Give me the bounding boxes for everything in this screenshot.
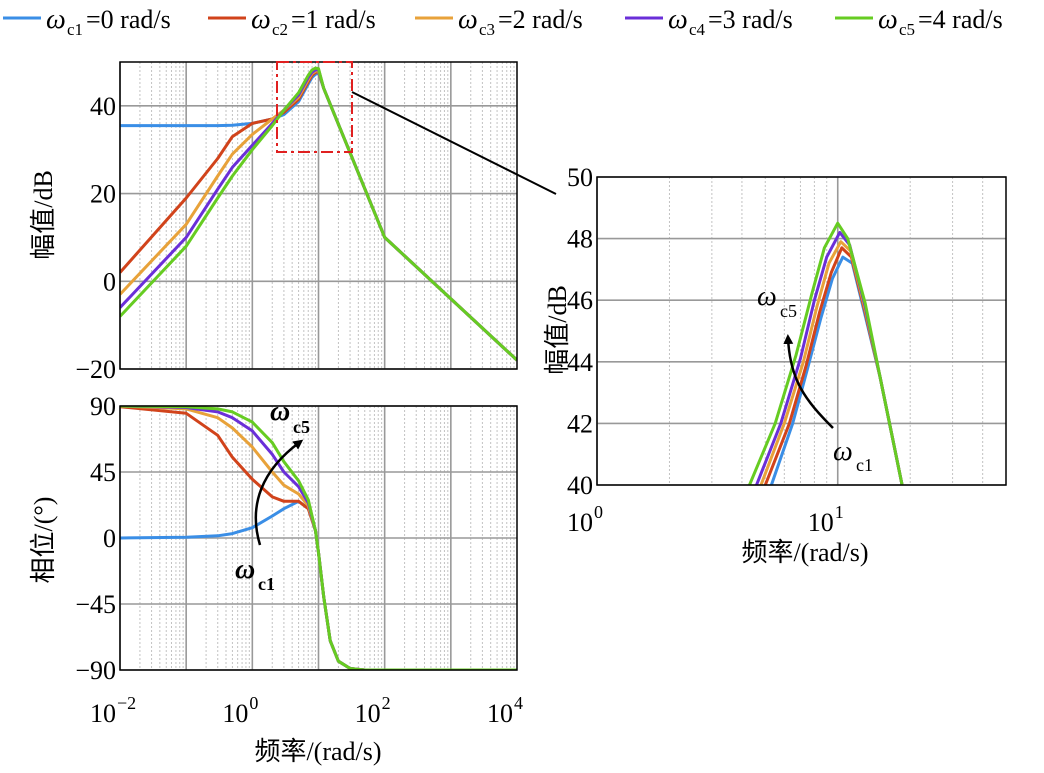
xtick-exponent: 1 xyxy=(835,502,844,522)
svg-text:ω: ω xyxy=(235,554,255,585)
ytick-label: 48 xyxy=(567,225,593,254)
phase-label-wc5: ω c5 xyxy=(270,396,310,437)
ytick-label: 50 xyxy=(567,163,593,192)
phase-series xyxy=(120,406,517,670)
xtick-exponent: 2 xyxy=(382,693,391,713)
xtick-base: 10 xyxy=(355,699,381,728)
ytick-label: −20 xyxy=(75,355,116,384)
legend-symbol: ω xyxy=(251,4,271,35)
legend-symbol: ω xyxy=(668,4,688,35)
xtick-label: 10 1 xyxy=(808,502,844,537)
magnitude-plot: −20 0 20 40 幅值/dB xyxy=(29,61,518,384)
legend-text: =1 rad/s xyxy=(291,5,376,34)
svg-text:ω: ω xyxy=(270,396,290,427)
ytick-label: 90 xyxy=(90,392,116,421)
magnitude-grid xyxy=(119,62,517,370)
magnitude-ylabel: 幅值/dB xyxy=(29,170,58,260)
legend-subscript: c5 xyxy=(899,20,915,39)
ytick-label: 42 xyxy=(567,409,593,438)
phase-ylabel: 相位/(°) xyxy=(29,497,58,584)
xtick-exponent: 0 xyxy=(249,693,258,713)
zoom-axes-frame xyxy=(596,176,1007,486)
phase-arrow xyxy=(254,439,304,546)
legend-item-c5: ω c5 =4 rad/s xyxy=(835,4,1003,39)
xtick-base: 10 xyxy=(567,508,593,537)
ytick-label: 46 xyxy=(567,286,593,315)
ytick-label: 40 xyxy=(90,92,116,121)
legend-text: =3 rad/s xyxy=(708,5,793,34)
zoom-label-wc5: ω c5 xyxy=(757,281,797,321)
xtick-exponent: 0 xyxy=(594,502,603,522)
legend-symbol: ω xyxy=(458,4,478,35)
legend-item-c3: ω c3 =2 rad/s xyxy=(415,4,583,39)
ytick-label: 0 xyxy=(103,524,116,553)
legend: ω c1 =0 rad/s ω c2 =1 rad/s ω c3 =2 rad/s ω c4 =3 r… xyxy=(3,4,1003,39)
svg-text:ω: ω xyxy=(833,436,853,467)
ytick-label: 44 xyxy=(567,348,593,377)
zoom-arrow xyxy=(783,334,834,429)
ytick-label: 45 xyxy=(90,458,116,487)
svg-text:ω: ω xyxy=(757,281,777,312)
ytick-label: 40 xyxy=(567,471,593,500)
phase-label-wc1: ω c1 xyxy=(235,554,275,594)
legend-subscript: c4 xyxy=(689,20,706,39)
legend-subscript: c2 xyxy=(272,20,288,39)
series-line-c5 xyxy=(120,406,517,670)
xtick-label: 10 −2 xyxy=(90,693,136,728)
xtick-base: 10 xyxy=(222,699,248,728)
legend-symbol: ω xyxy=(46,4,66,35)
legend-text: =4 rad/s xyxy=(918,5,1003,34)
xtick-label: 10 4 xyxy=(487,693,523,728)
xtick-exponent: −2 xyxy=(117,693,136,713)
legend-symbol: ω xyxy=(878,4,898,35)
xtick-base: 10 xyxy=(808,508,834,537)
legend-text: =2 rad/s xyxy=(498,5,583,34)
xtick-exponent: 4 xyxy=(514,693,523,713)
series-line-c4 xyxy=(755,230,904,485)
phase-axes-frame xyxy=(119,405,518,671)
series-line-c5 xyxy=(748,221,904,485)
svg-text:c1: c1 xyxy=(856,455,873,475)
legend-item-c2: ω c2 =1 rad/s xyxy=(208,4,376,39)
legend-item-c4: ω c4 =3 rad/s xyxy=(625,4,793,39)
xtick-label: 10 0 xyxy=(567,502,603,537)
series-line-c5 xyxy=(120,66,517,362)
svg-text:c5: c5 xyxy=(780,301,797,321)
legend-subscript: c3 xyxy=(479,20,495,39)
zoom-xlabel: 频率/(rad/s) xyxy=(741,538,868,567)
zoom-connector-line xyxy=(351,91,557,195)
legend-subscript: c1 xyxy=(67,20,83,39)
zoom-series xyxy=(748,221,904,485)
magnitude-series xyxy=(120,66,517,362)
svg-text:c1: c1 xyxy=(258,574,275,594)
xtick-label: 10 2 xyxy=(355,693,391,728)
phase-xlabel: 频率/(rad/s) xyxy=(254,737,381,766)
ytick-label: 20 xyxy=(90,180,116,209)
zoom-region-box xyxy=(276,61,353,153)
xtick-base: 10 xyxy=(487,699,513,728)
legend-text: =0 rad/s xyxy=(86,5,171,34)
legend-item-c1: ω c1 =0 rad/s xyxy=(3,4,171,39)
svg-text:c5: c5 xyxy=(293,417,310,437)
xtick-label: 10 0 xyxy=(222,693,258,728)
ytick-label: 0 xyxy=(103,267,116,296)
xtick-base: 10 xyxy=(90,699,116,728)
ytick-label: −45 xyxy=(75,590,116,619)
ytick-label: −90 xyxy=(75,656,116,685)
zoom-ylabel: 幅值/dB xyxy=(543,285,572,375)
magnitude-yticks: −20 0 20 40 xyxy=(75,92,116,384)
zoom-label-wc1: ω c1 xyxy=(833,436,873,475)
